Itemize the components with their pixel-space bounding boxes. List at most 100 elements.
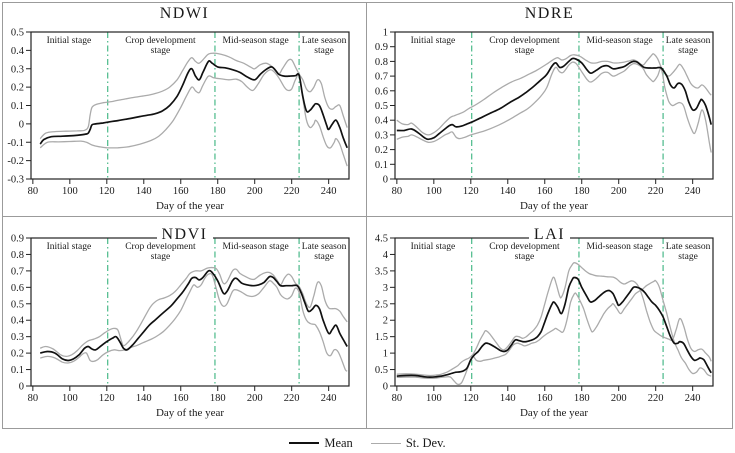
y-axis: 0 0.1 0.2 0.3 0.4 0.5 0.6 0.7 0.8 0.9 1 (375, 28, 395, 186)
y-tick-label: 0.4 (375, 116, 389, 127)
x-tick-label: 140 (500, 393, 516, 404)
stage-label: stage (678, 46, 698, 56)
y-tick-label: 0 (383, 175, 388, 186)
x-tick-label: 140 (136, 186, 152, 197)
y-tick-label: 0.4 (11, 316, 25, 327)
stage-labels: Initial stage Crop developmentstageMid-se… (411, 242, 711, 262)
y-tick-label: 0 (383, 382, 388, 393)
y-tick-label: 0.5 (11, 28, 24, 39)
y-tick-label: 0.7 (375, 72, 388, 83)
stdev-upper-line (396, 53, 712, 136)
stdev-upper-line (39, 266, 348, 358)
x-tick-label: 180 (210, 186, 226, 197)
plot-frame (30, 31, 350, 180)
x-tick-label: 240 (321, 186, 337, 197)
y-tick-label: 0.9 (11, 234, 24, 245)
mean-line (39, 269, 348, 362)
stage-label: Initial stage (411, 36, 456, 46)
y-tick-label: 0.7 (11, 266, 24, 277)
stage-label: Crop development (125, 242, 196, 252)
stage-boundary-lines (107, 238, 300, 386)
x-axis-title: Day of the year (156, 407, 224, 419)
y-tick-label: 0.6 (375, 86, 388, 97)
x-tick-label: 120 (463, 186, 479, 197)
x-tick-label: 160 (173, 393, 189, 404)
y-tick-label: 0.1 (375, 160, 388, 171)
y-tick-label: 0.4 (11, 46, 25, 57)
plot-frame (30, 237, 350, 387)
stage-label: Crop development (489, 242, 560, 252)
y-tick-label: 1 (383, 349, 388, 360)
legend-label-stdev: St. Dev. (405, 435, 446, 450)
ndvi-plot-svg: 0 0.1 0.2 0.3 0.4 0.5 0.6 0.7 0.8 0.9 80 100 120 140 1… (11, 234, 350, 419)
y-tick-label: 0 (19, 119, 24, 130)
y-tick-label: 2.5 (375, 299, 388, 310)
stage-label: Mid-season stage (587, 242, 653, 252)
x-tick-label: 80 (28, 393, 39, 404)
stdev-lower-line (396, 279, 712, 386)
plot-frame (394, 237, 714, 387)
chart-cell-lai: LAI 0 0.5 1 1.5 2 2.5 3 3.5 4 4.5 80 100 120 140 160 18… (367, 217, 732, 428)
x-tick-label: 180 (210, 393, 226, 404)
y-tick-label: 0.2 (11, 349, 24, 360)
stage-boundary-lines (107, 32, 300, 179)
y-tick-label: 4.5 (375, 234, 388, 245)
x-tick-label: 180 (574, 186, 590, 197)
chart-cell-ndwi: NDWI -0.3 -0.2 -0.1 0 0.1 0.2 0.3 0.4 0.5 80 100 12… (3, 3, 367, 217)
y-tick-label: 0.3 (11, 64, 24, 75)
x-tick-label: 140 (500, 186, 516, 197)
x-tick-label: 220 (284, 393, 300, 404)
x-axis-title: Day of the year (520, 407, 588, 419)
stage-label: Late season (666, 36, 711, 46)
x-tick-label: 240 (685, 393, 701, 404)
x-axis: 80 100 120 140 160 180 200 220 240 Day of the yea… (392, 386, 701, 419)
y-tick-label: 0.1 (11, 101, 24, 112)
stage-label: Initial stage (47, 242, 92, 252)
y-tick-label: 0.3 (375, 130, 388, 141)
stage-label: stage (515, 46, 535, 56)
x-tick-label: 160 (537, 186, 553, 197)
stdev-lower-line (39, 69, 348, 167)
stage-label: Late season (302, 36, 347, 46)
x-tick-label: 100 (426, 186, 442, 197)
stage-label: Crop development (489, 36, 560, 46)
y-tick-label: 0.6 (11, 283, 24, 294)
x-tick-label: 80 (392, 393, 403, 404)
y-tick-label: 0.2 (11, 83, 24, 94)
chart-cell-ndre: NDRE 0 0.1 0.2 0.3 0.4 0.5 0.6 0.7 0.8 0.9 1 80 100 1… (367, 3, 732, 217)
mean-line (39, 60, 348, 149)
x-tick-label: 180 (574, 393, 590, 404)
x-tick-label: 160 (537, 393, 553, 404)
x-tick-label: 140 (136, 393, 152, 404)
stage-label: Mid-season stage (223, 242, 289, 252)
x-tick-label: 240 (685, 186, 701, 197)
y-tick-label: 0.3 (11, 332, 24, 343)
plot-frame (394, 31, 714, 180)
stage-label: Late season (666, 242, 711, 252)
lai-plot-svg: 0 0.5 1 1.5 2 2.5 3 3.5 4 4.5 80 100 120 140 160 180 200… (375, 234, 714, 419)
x-axis: 80 100 120 140 160 180 200 220 240 Day of the yea… (28, 179, 337, 212)
x-tick-label: 100 (426, 393, 442, 404)
x-tick-label: 80 (392, 186, 403, 197)
y-tick-label: -0.3 (7, 175, 24, 186)
stage-label: Initial stage (47, 36, 92, 46)
legend-item-mean: Mean (289, 436, 353, 451)
stage-label: stage (314, 252, 334, 262)
x-tick-label: 120 (463, 393, 479, 404)
x-tick-label: 120 (99, 186, 115, 197)
figure-grid: NDWI -0.3 -0.2 -0.1 0 0.1 0.2 0.3 0.4 0.5 80 100 12… (2, 2, 733, 429)
series-lines (39, 52, 348, 167)
mean-line (396, 57, 713, 141)
x-tick-label: 200 (611, 393, 627, 404)
y-tick-label: 1.5 (375, 332, 388, 343)
x-tick-label: 80 (28, 186, 39, 197)
stdev-line-swatch (370, 442, 401, 444)
y-tick-label: 2 (383, 316, 388, 327)
stage-label: stage (151, 252, 171, 262)
stage-labels: Initial stage Crop developmentstageMid-se… (47, 36, 347, 56)
chart-cell-ndvi: NDVI 0 0.1 0.2 0.3 0.4 0.5 0.6 0.7 0.8 0.9 80 100 12… (3, 217, 367, 428)
stdev-lower-line (396, 61, 712, 153)
y-tick-label: 4 (383, 250, 389, 261)
